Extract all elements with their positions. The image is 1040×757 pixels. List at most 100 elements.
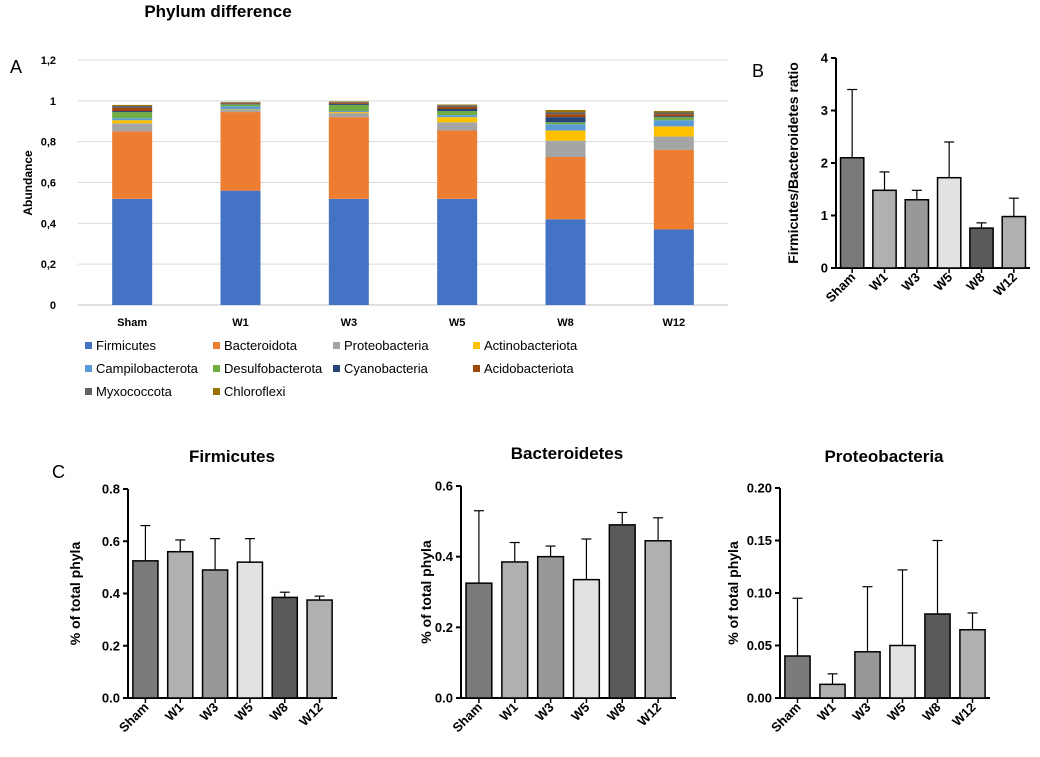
y-tick-label: 0.2: [102, 638, 120, 653]
legend-swatch: [213, 342, 220, 349]
bar-w1: [820, 684, 845, 698]
bar-segment-campilobacterota-w8: [546, 124, 586, 130]
legend-item-firmicutes: Firmicutes: [85, 338, 156, 353]
bar-segment-campilobacterota-w3: [329, 111, 369, 112]
bar-segment-bacteroidota-w8: [546, 157, 586, 219]
bar-segment-myxococcota-w5: [437, 105, 477, 107]
legend-label: Actinobacteriota: [484, 338, 578, 353]
bar-w8: [272, 597, 297, 698]
bar-w8: [609, 525, 635, 698]
x-tick-label: W8: [919, 700, 943, 724]
y-tick-label: 0.6: [435, 479, 453, 494]
x-tick-label: Sham: [768, 700, 804, 736]
y-tick-label: 0.4: [102, 586, 121, 601]
x-tick-label: W8: [963, 270, 987, 294]
bar-segment-myxococcota-w8: [546, 112, 586, 114]
x-tick-label: W12: [949, 700, 979, 730]
figure: A B C Phylum differenceAbundance00,20,40…: [0, 0, 1040, 752]
x-tick-label: W8: [557, 317, 574, 329]
bar-segment-proteobacteria-w8: [546, 141, 586, 157]
bar-segment-proteobacteria-w12: [654, 137, 694, 150]
bar-segment-bacteroidota-w3: [329, 117, 369, 199]
bar-segment-cyanobacteria-sham: [112, 111, 152, 112]
x-tick-label: W3: [899, 270, 923, 294]
bar-w1: [873, 190, 896, 268]
y-tick-label: 0.10: [747, 586, 772, 601]
legend-label: Firmicutes: [96, 338, 156, 353]
x-tick-label: W1: [814, 700, 838, 724]
legend-label: Cyanobacteria: [344, 361, 429, 376]
chart-c3: Proteobacteria% of total phyla0.000.050.…: [725, 447, 990, 735]
bar-segment-chloroflexi-w12: [654, 111, 694, 112]
x-tick-label: W12: [635, 700, 665, 730]
legend-item-bacteroidota: Bacteroidota: [213, 338, 298, 353]
x-tick-label: Sham: [116, 700, 152, 736]
bar-segment-firmicutes-w12: [654, 229, 694, 305]
bar-w5: [938, 178, 961, 268]
legend-label: Campilobacterota: [96, 361, 199, 376]
x-tick-label: W5: [232, 700, 256, 724]
y-tick-label: 0.8: [102, 482, 120, 497]
bar-w5: [890, 646, 915, 699]
legend-item-proteobacteria: Proteobacteria: [333, 338, 429, 353]
x-tick-label: W5: [568, 700, 592, 724]
y-tick-label: 1,2: [41, 55, 56, 67]
y-axis-label: % of total phyla: [67, 542, 83, 646]
bar-w3: [538, 557, 564, 698]
legend-label: Bacteroidota: [224, 338, 298, 353]
legend-item-acidobacteriota: Acidobacteriota: [473, 361, 574, 376]
y-tick-label: 0.4: [435, 549, 454, 564]
bar-segment-desulfobacterota-w12: [654, 117, 694, 120]
y-tick-label: 1: [821, 208, 828, 223]
bar-segment-actinobacteriota-w1: [221, 109, 261, 110]
legend-label: Acidobacteriota: [484, 361, 574, 376]
y-tick-label: 0: [50, 300, 56, 312]
bar-sham: [466, 583, 492, 698]
bar-w3: [905, 200, 928, 268]
x-tick-label: W12: [663, 317, 686, 329]
y-tick-label: 3: [821, 103, 828, 118]
legend-swatch: [213, 365, 220, 372]
legend-item-campilobacterota: Campilobacterota: [85, 361, 199, 376]
bar-segment-cyanobacteria-w3: [329, 104, 369, 105]
bar-segment-firmicutes-w1: [221, 191, 261, 305]
bar-segment-bacteroidota-w12: [654, 150, 694, 230]
y-tick-label: 0.05: [747, 638, 772, 653]
bar-segment-desulfobacterota-w3: [329, 105, 369, 111]
legend-swatch: [85, 342, 92, 349]
bar-w8: [925, 614, 950, 698]
x-tick-label: W1: [162, 700, 186, 724]
bar-w1: [502, 562, 528, 698]
bar-segment-chloroflexi-w5: [437, 105, 477, 106]
y-tick-label: 0.6: [102, 534, 120, 549]
legend-swatch: [473, 342, 480, 349]
x-tick-label: W5: [449, 317, 466, 329]
bar-segment-chloroflexi-sham: [112, 105, 152, 106]
bar-segment-myxococcota-w12: [654, 112, 694, 114]
bar-segment-proteobacteria-w3: [329, 113, 369, 117]
bar-w1: [168, 552, 193, 698]
y-tick-label: 4: [821, 51, 829, 66]
x-tick-label: W12: [296, 700, 326, 730]
bar-sham: [841, 158, 864, 268]
bar-segment-actinobacteriota-w12: [654, 126, 694, 136]
legend-label: Chloroflexi: [224, 384, 286, 399]
x-tick-label: W1: [866, 270, 890, 294]
legend-item-myxococcota: Myxococcota: [85, 384, 173, 399]
y-tick-label: 1: [50, 96, 56, 108]
bar-segment-firmicutes-w3: [329, 199, 369, 305]
chart-a-title: Phylum difference: [144, 2, 291, 21]
y-tick-label: 2: [821, 156, 828, 171]
legend-label: Myxococcota: [96, 384, 173, 399]
y-tick-label: 0.0: [102, 691, 120, 706]
x-tick-label: W12: [990, 270, 1020, 300]
bar-segment-cyanobacteria-w5: [437, 109, 477, 111]
x-tick-label: W5: [884, 700, 908, 724]
bar-segment-cyanobacteria-w8: [546, 117, 586, 122]
bar-segment-desulfobacterota-w1: [221, 104, 261, 106]
x-tick-label: W5: [931, 270, 955, 294]
legend-item-chloroflexi: Chloroflexi: [213, 384, 286, 399]
bar-segment-chloroflexi-w3: [329, 101, 369, 102]
x-tick-label: W3: [197, 700, 221, 724]
